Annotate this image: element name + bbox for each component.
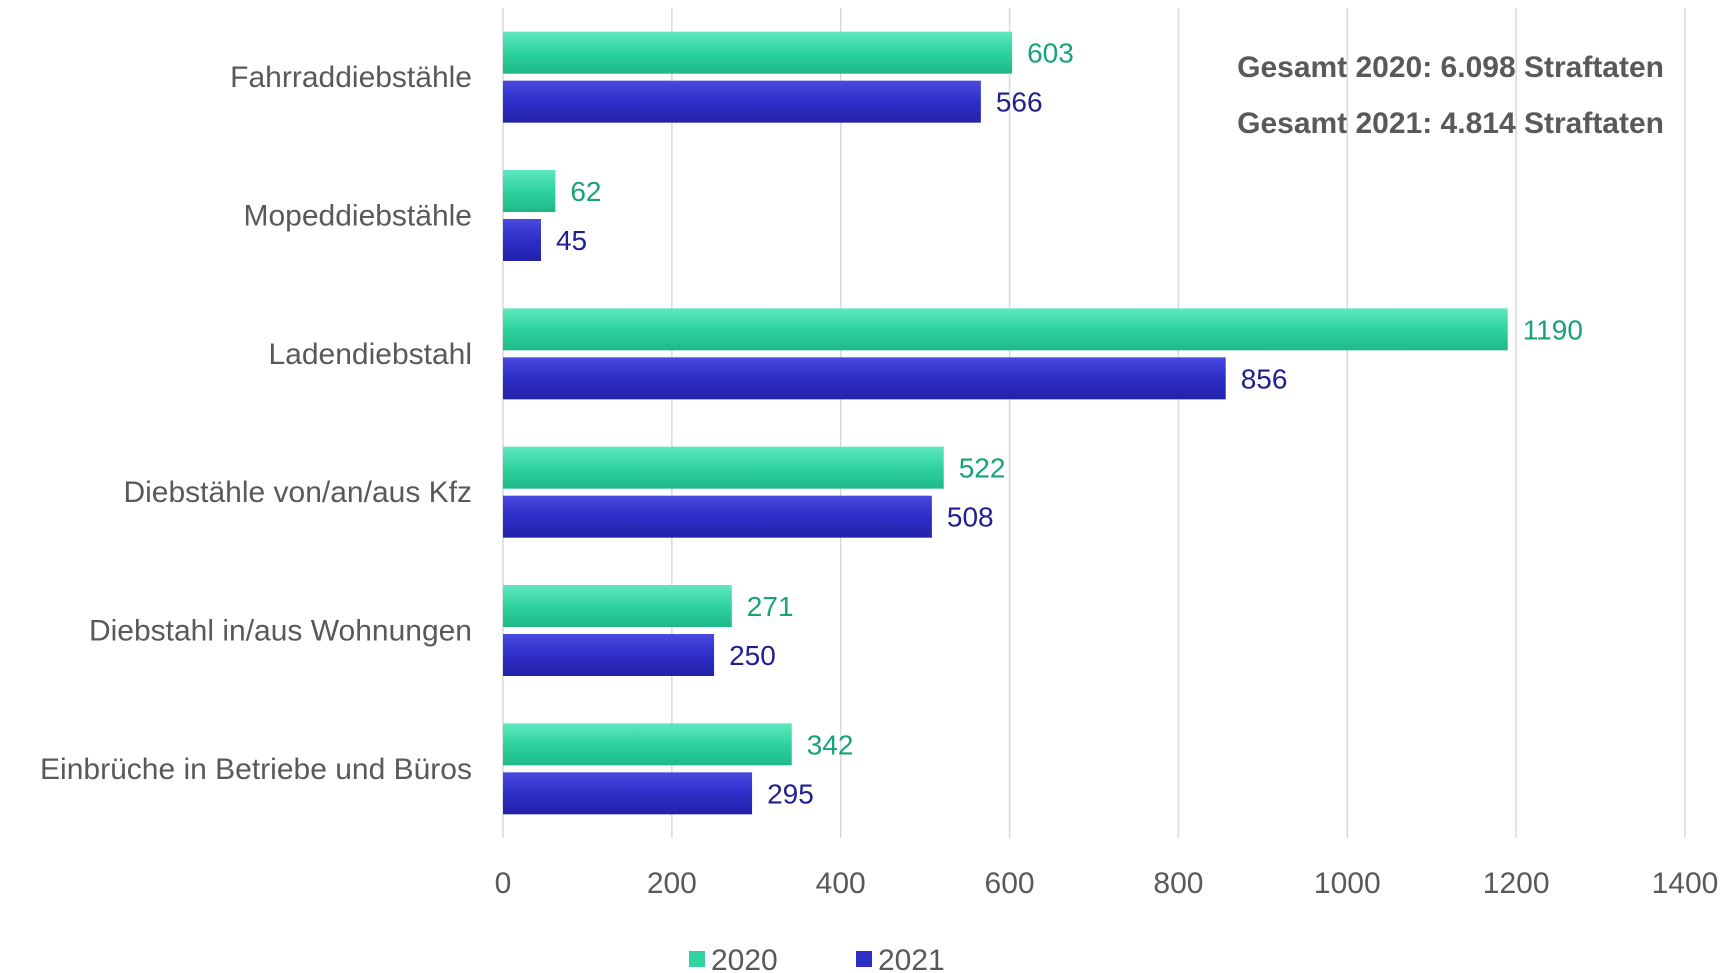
bars: 603 566 62 45 1190 856 522 508 271 250 342 295 (503, 31, 1583, 815)
data-label-2021: 566 (996, 87, 1043, 118)
bar-2020 (503, 585, 732, 627)
category-label: Fahrraddiebstähle (230, 61, 472, 94)
x-tick-label: 600 (985, 867, 1035, 900)
data-label-2021: 856 (1241, 363, 1288, 394)
category-label: Einbrüche in Betriebe und Büros (40, 753, 472, 786)
total-2020-annotation: Gesamt 2020: 6.098 Straftaten (1237, 51, 1664, 84)
data-label-2021: 508 (947, 502, 994, 533)
bar-2020 (503, 308, 1508, 351)
x-axis-tick-labels: 0 200 400 600 800 1000 1200 1400 (495, 867, 1719, 900)
data-label-2020: 1190 (1523, 314, 1583, 345)
bar-2021 (503, 80, 981, 123)
data-label-2021: 250 (729, 640, 776, 671)
x-tick-label: 1000 (1314, 867, 1381, 900)
data-label-2020: 342 (807, 729, 854, 760)
legend: 2020 2021 (689, 944, 945, 973)
gridlines (502, 8, 1686, 838)
legend-swatch-2020 (689, 951, 705, 967)
x-tick-label: 800 (1153, 867, 1203, 900)
bar-2021 (503, 357, 1226, 400)
data-label-2020: 271 (747, 591, 794, 622)
data-label-2020: 62 (570, 176, 601, 207)
bar-2021 (503, 495, 932, 538)
bar-2020 (503, 170, 556, 212)
category-label: Mopeddiebstähle (243, 200, 472, 233)
data-label-2021: 45 (556, 225, 587, 256)
x-tick-label: 0 (495, 867, 512, 900)
category-label: Diebstähle von/an/aus Kfz (123, 476, 472, 509)
x-tick-label: 1200 (1483, 867, 1550, 900)
legend-swatch-2021 (856, 951, 872, 967)
data-label-2020: 522 (959, 453, 1006, 484)
category-label: Diebstahl in/aus Wohnungen (89, 615, 472, 648)
x-tick-label: 200 (647, 867, 697, 900)
legend-label-2020: 2020 (711, 944, 778, 973)
x-tick-label: 400 (816, 867, 866, 900)
data-label-2021: 295 (767, 778, 814, 809)
bar-2020 (503, 31, 1013, 74)
category-labels: Fahrraddiebstähle Mopeddiebstähle Ladendie… (40, 61, 472, 786)
legend-label-2021: 2021 (878, 944, 945, 973)
totals-annotation: Gesamt 2020: 6.098 Straftaten Gesamt 202… (1237, 51, 1664, 140)
category-label: Ladendiebstahl (268, 338, 472, 371)
bar-2021 (503, 634, 715, 676)
total-2021-annotation: Gesamt 2021: 4.814 Straftaten (1237, 107, 1664, 140)
x-tick-label: 1400 (1652, 867, 1719, 900)
bar-2021 (503, 772, 753, 815)
bar-2020 (503, 723, 792, 766)
bar-2021 (503, 219, 541, 261)
data-label-2020: 603 (1027, 38, 1074, 69)
bar-2020 (503, 446, 944, 489)
